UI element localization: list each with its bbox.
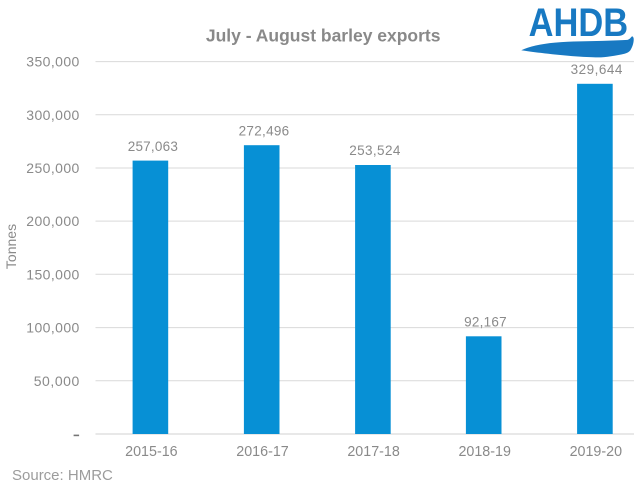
svg-text:350,000: 350,000	[26, 54, 79, 70]
svg-text:100,000: 100,000	[26, 320, 79, 336]
svg-text:Tonnes: Tonnes	[3, 224, 19, 269]
svg-text:2016-17: 2016-17	[236, 444, 289, 460]
svg-text:92,167: 92,167	[464, 315, 507, 330]
svg-text:2018-19: 2018-19	[458, 444, 511, 460]
svg-text:July - August barley exports: July - August barley exports	[206, 26, 441, 46]
svg-text:257,063: 257,063	[128, 139, 178, 154]
svg-text:250,000: 250,000	[26, 160, 79, 176]
svg-text:329,644: 329,644	[571, 62, 623, 77]
svg-text:2017-18: 2017-18	[347, 444, 400, 460]
svg-text:Source: HMRC: Source: HMRC	[12, 467, 113, 484]
svg-text:272,496: 272,496	[239, 123, 290, 138]
svg-text:2015-16: 2015-16	[125, 444, 178, 460]
svg-text:50,000: 50,000	[34, 373, 80, 389]
svg-text:300,000: 300,000	[26, 107, 79, 123]
svg-text:AHDB: AHDB	[529, 1, 629, 45]
svg-text:150,000: 150,000	[26, 266, 79, 282]
svg-text:253,524: 253,524	[349, 143, 401, 158]
svg-text:200,000: 200,000	[26, 213, 79, 229]
svg-text:2019-20: 2019-20	[570, 444, 623, 460]
